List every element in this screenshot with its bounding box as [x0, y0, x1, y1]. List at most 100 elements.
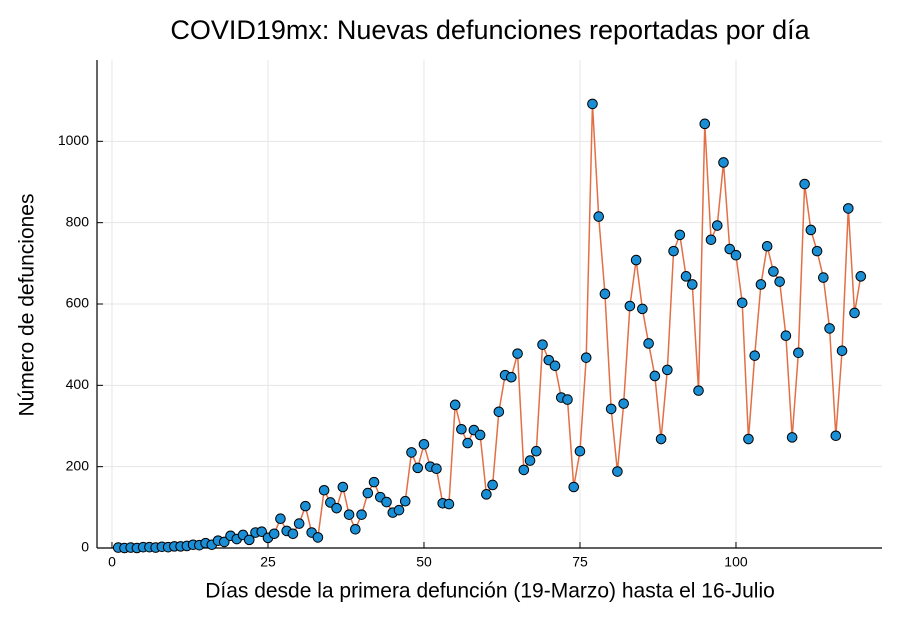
- data-point: [531, 445, 542, 457]
- data-point: [774, 276, 785, 287]
- data-point: [487, 479, 498, 491]
- data-point: [337, 481, 349, 493]
- data-point: [736, 297, 748, 309]
- data-point: [587, 98, 598, 110]
- data-point: [749, 350, 761, 361]
- data-point: [350, 523, 361, 535]
- data-point: [331, 502, 342, 514]
- data-point: [674, 229, 686, 241]
- data-point: [843, 203, 854, 214]
- data-point: [343, 509, 355, 520]
- data-point: [786, 432, 798, 443]
- data-point: [493, 406, 505, 418]
- data-point: [612, 466, 623, 477]
- data-point: [593, 211, 605, 222]
- data-point: [836, 345, 848, 357]
- data-point: [718, 157, 729, 168]
- data-point: [431, 463, 442, 475]
- data-point: [218, 536, 230, 548]
- grid: 0 200 400 600 800 1000 0 25 50 75 100: [58, 60, 882, 570]
- data-point: [793, 347, 804, 359]
- data-point: [830, 430, 842, 442]
- data-point: [668, 245, 679, 257]
- data-point: [406, 447, 417, 458]
- y-tick-label: 200: [66, 457, 90, 473]
- data-point: [599, 288, 611, 300]
- data-point: [730, 249, 742, 261]
- x-tick-label: 0: [108, 554, 116, 570]
- x-tick-label: 50: [416, 554, 432, 570]
- data-point: [705, 234, 717, 246]
- data-point: [643, 338, 654, 349]
- data-point: [855, 271, 867, 282]
- x-axis-label: Días desde la primera defunción (19-Marz…: [205, 580, 775, 603]
- x-tick-label: 25: [260, 554, 276, 570]
- data-point: [687, 279, 698, 290]
- data-point: [799, 178, 810, 190]
- data-point: [456, 423, 467, 435]
- plot: [112, 98, 867, 554]
- data-point: [393, 504, 405, 516]
- data-point: [524, 455, 536, 466]
- y-tick-label: 1000: [58, 132, 89, 148]
- data-point: [680, 271, 692, 282]
- data-point: [275, 513, 286, 525]
- data-point: [630, 254, 642, 266]
- data-point: [818, 272, 829, 283]
- data-point: [443, 498, 455, 510]
- data-point: [362, 487, 374, 499]
- data-point: [724, 243, 736, 255]
- data-point: [637, 303, 648, 315]
- data-point: [693, 385, 704, 396]
- y-tick-label: 800: [66, 213, 90, 229]
- data-point: [481, 489, 492, 500]
- data-point: [537, 339, 548, 350]
- data-point: [449, 399, 461, 411]
- data-point: [662, 364, 673, 376]
- data-point: [574, 445, 586, 457]
- y-axis-label: Número de defunciones: [16, 194, 39, 417]
- data-point: [381, 496, 392, 508]
- data-point: [418, 439, 430, 450]
- data-point: [549, 360, 561, 372]
- y-tick-label: 400: [66, 376, 90, 392]
- data-point: [711, 220, 723, 231]
- data-point: [293, 518, 305, 529]
- data-point: [805, 224, 817, 236]
- data-point: [824, 323, 835, 334]
- x-tick-label: 100: [724, 554, 748, 570]
- chart-title: COVID19mx: Nuevas defunciones reportadas…: [170, 15, 810, 45]
- data-point: [568, 481, 580, 493]
- x-tick-label: 75: [572, 554, 588, 570]
- data-point: [605, 403, 617, 415]
- data-point: [287, 528, 299, 540]
- data-point: [368, 476, 380, 488]
- data-point: [462, 437, 473, 449]
- data-point: [768, 266, 779, 277]
- data-point: [318, 484, 330, 496]
- data-point: [580, 352, 592, 363]
- data-point: [474, 429, 486, 441]
- data-point: [618, 398, 629, 409]
- y-tick-label: 0: [81, 539, 89, 555]
- data-point: [811, 245, 823, 257]
- data-point: [256, 526, 268, 538]
- data-point: [699, 118, 711, 130]
- data-point: [300, 500, 311, 512]
- data-point: [312, 532, 324, 543]
- data-point: [761, 240, 773, 252]
- data-point: [780, 330, 792, 342]
- data-point: [624, 300, 636, 312]
- data-point: [849, 307, 860, 319]
- data-point: [399, 495, 411, 507]
- data-point: [356, 509, 367, 520]
- y-tick-label: 600: [66, 295, 90, 311]
- data-point: [518, 464, 530, 476]
- data-point: [243, 534, 255, 546]
- data-point: [268, 528, 280, 540]
- data-point: [506, 371, 517, 383]
- data-point: [412, 462, 424, 474]
- data-point: [655, 433, 667, 445]
